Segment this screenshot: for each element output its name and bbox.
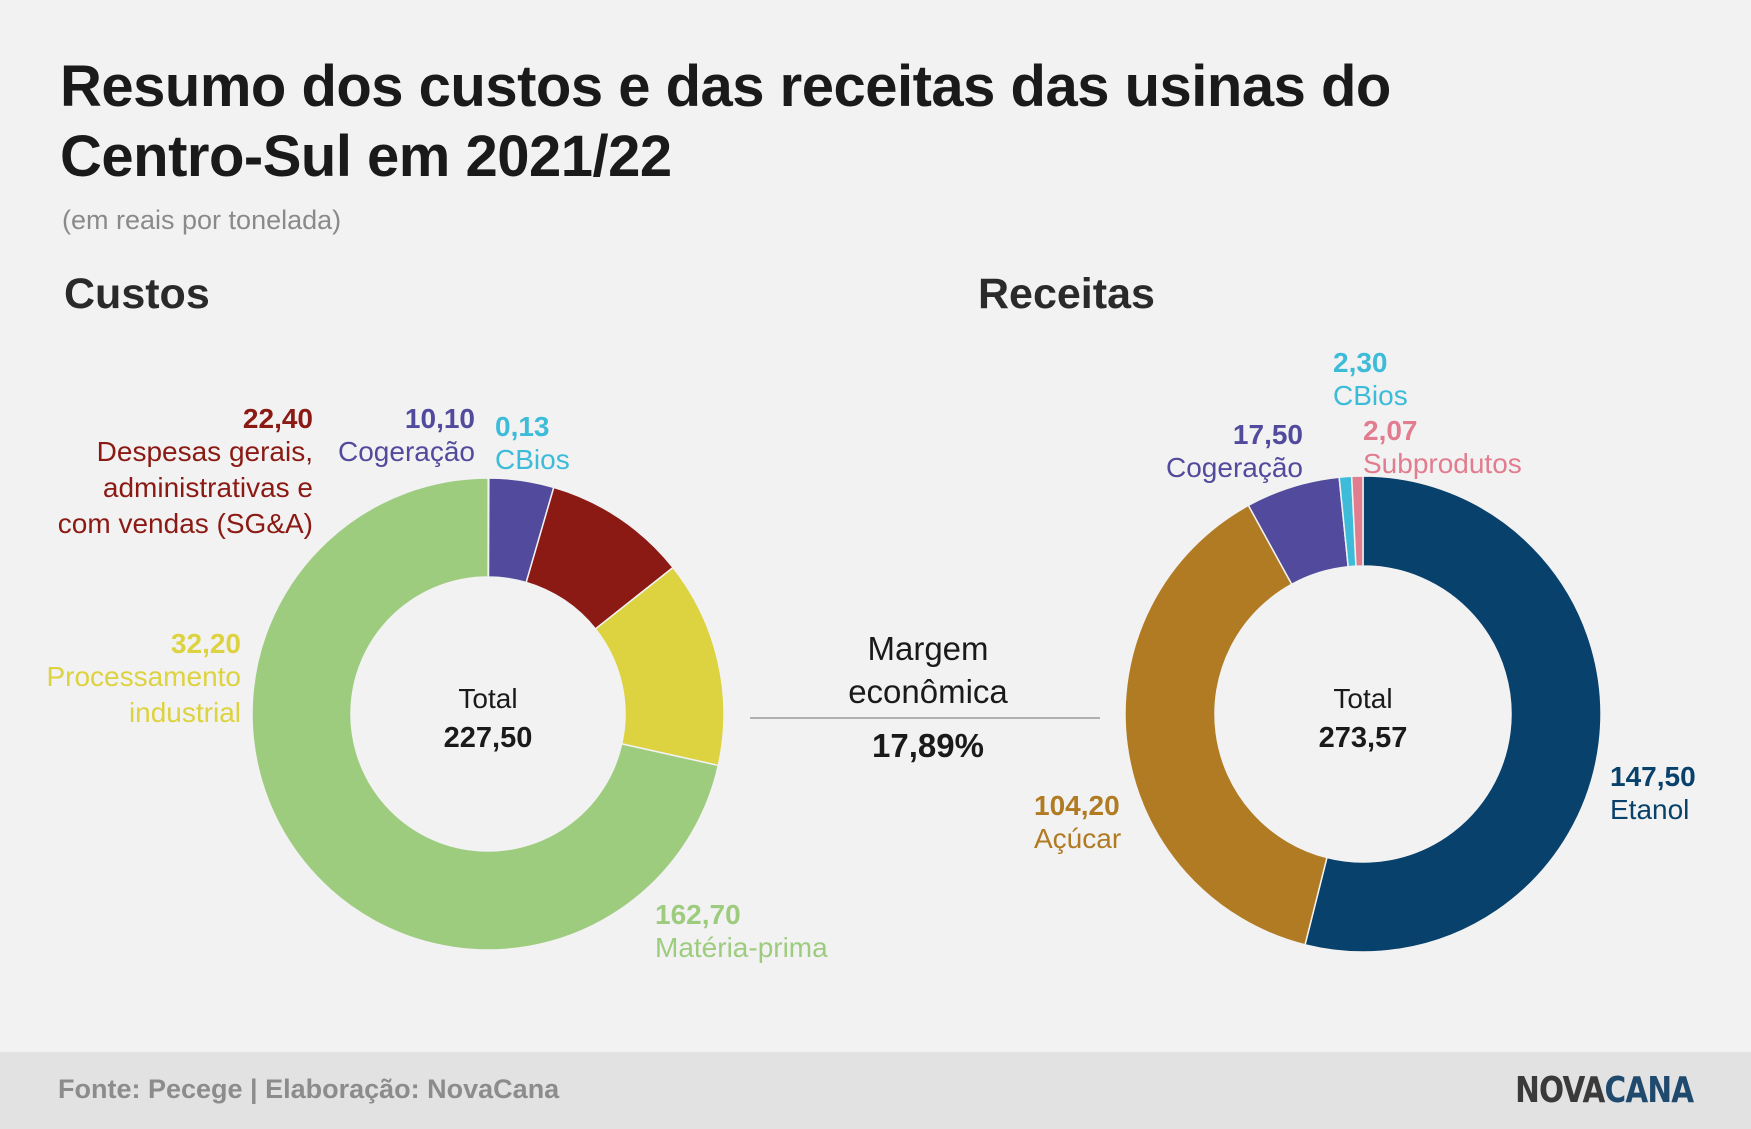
data-label-custos-cogeracao: 10,10 [405,403,475,434]
receitas-center-label: Total [1333,683,1392,714]
margin-value: 17,89% [872,727,984,764]
category-label-custos-cogeracao: Cogeração [338,436,475,467]
slice-receitas-acucar [1124,504,1328,946]
receitas-center-value: 273,57 [1319,722,1408,754]
chart-subtitle: (em reais por tonelada) [62,205,342,235]
category-label-custos-despesas-gerais-administrativas-e-com-vendas-sg-a-line3: com vendas (SG&A) [58,508,313,539]
margin-label-line2: econômica [848,673,1008,710]
costs-chart-title: Custos [64,270,210,318]
category-label-custos-cbios: CBios [495,444,570,475]
custos-center-label: Total [458,683,517,714]
category-label-receitas-etanol: Etanol [1610,794,1689,825]
slice-custos-materia-prima [251,477,720,951]
slice-receitas-subprodutos [1350,475,1364,567]
data-label-receitas-subprodutos: 2,07 [1363,415,1418,446]
slice-receitas-etanol [1304,475,1602,953]
category-label-receitas-acucar: Açúcar [1034,823,1121,854]
data-label-custos-cbios: 0,13 [495,411,550,442]
category-label-custos-despesas-gerais-administrativas-e-com-vendas-sg-a-line2: administrativas e [103,472,313,503]
revenue-chart-title: Receitas [978,270,1155,318]
data-label-receitas-cbios: 2,30 [1333,347,1388,378]
category-label-custos-processamento-industrial-line2: industrial [129,697,241,728]
footer: Fonte: Pecege | Elaboração: NovaCana NOV… [0,1052,1751,1129]
category-label-receitas-subprodutos: Subprodutos [1363,448,1522,479]
data-label-custos-despesas-gerais-administrativas-e-com-vendas-sg-a: 22,40 [243,403,313,434]
data-label-receitas-cogeracao: 17,50 [1233,419,1303,450]
data-label-receitas-acucar: 104,20 [1034,790,1120,821]
custos-center-value: 227,50 [444,722,533,754]
category-label-receitas-cogeracao: Cogeração [1166,452,1303,483]
category-label-custos-materia-prima: Matéria-prima [655,932,828,963]
logo-part-nova: NOVA [1514,1070,1605,1111]
source-note: Fonte: Pecege | Elaboração: NovaCana [58,1074,560,1104]
novacana-logo: NOVACANA [1514,1070,1694,1111]
margin-label-line1: Margem [867,630,988,667]
data-label-custos-materia-prima: 162,70 [655,899,741,930]
data-label-custos-processamento-industrial: 32,20 [171,628,241,659]
logo-part-cana: CANA [1604,1070,1694,1111]
category-label-receitas-cbios: CBios [1333,380,1408,411]
category-label-custos-despesas-gerais-administrativas-e-com-vendas-sg-a-line1: Despesas gerais, [97,436,313,467]
data-label-receitas-etanol: 147,50 [1610,761,1696,792]
category-label-custos-processamento-industrial-line1: Processamento [46,661,241,692]
chart-title: Resumo dos custos e das receitas das usi… [60,54,1391,189]
